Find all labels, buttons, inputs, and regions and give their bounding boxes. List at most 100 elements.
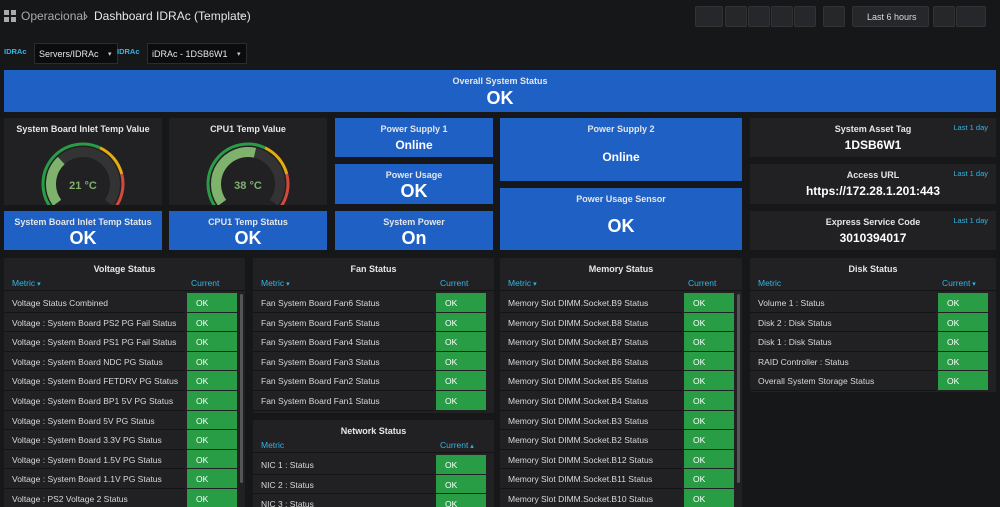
row-separator xyxy=(500,488,682,489)
save-button[interactable] xyxy=(771,6,793,27)
refresh-button[interactable] xyxy=(956,6,986,27)
status-cell: OK xyxy=(938,293,988,312)
header-rule xyxy=(4,290,245,291)
panel-title: Access URL xyxy=(846,170,900,180)
row-separator xyxy=(4,350,185,352)
column-header[interactable]: Metric xyxy=(758,278,782,288)
stat-value: OK xyxy=(607,216,635,236)
variable-select[interactable]: iDRAc - 1DSB6W1 ▾ xyxy=(147,43,247,64)
metric-name: Memory Slot DIMM.Socket.B5 Status xyxy=(508,376,649,387)
status-value: OK xyxy=(196,298,209,308)
column-header[interactable]: Current xyxy=(191,278,220,288)
stat-value: 3010394017 xyxy=(839,230,907,245)
metric-name: Memory Slot DIMM.Socket.B12 Status xyxy=(508,454,654,465)
metric-name: Memory Slot DIMM.Socket.B9 Status xyxy=(508,298,649,308)
metric-name: Voltage : System Board 5V PG Status xyxy=(12,415,155,426)
stat-panel: Power Usage Sensor OK xyxy=(500,188,742,250)
status-cell: OK xyxy=(187,351,237,371)
status-cell: OK xyxy=(187,312,237,332)
row-separator xyxy=(500,350,682,352)
row-separator xyxy=(253,370,434,372)
metric-name: Voltage : System Board 1.5V PG Status xyxy=(12,454,162,465)
metric-name: NIC 3 : Status xyxy=(261,499,314,507)
stat-value: OK xyxy=(486,88,514,108)
sort-arrow: ▴ xyxy=(468,443,474,450)
panel-title: Power Usage xyxy=(385,170,443,180)
column-header[interactable]: Current xyxy=(440,278,469,288)
row-separator xyxy=(4,331,185,333)
stat-value: Online xyxy=(395,137,433,152)
panel-title: CPU1 Temp Status xyxy=(208,217,288,227)
stat-panel: CPU1 Temp Status OK xyxy=(169,211,327,250)
status-value: OK xyxy=(196,317,209,328)
row-separator xyxy=(253,473,434,475)
star-button[interactable] xyxy=(725,6,747,27)
metric-name: Voltage : System Board NDC PG Status xyxy=(12,356,163,367)
status-cell: OK xyxy=(938,312,988,332)
gauge-fill xyxy=(46,156,65,205)
stat-value: OK xyxy=(400,181,428,201)
metric-name: Voltage : System Board 1.1V PG Status xyxy=(12,474,162,485)
time-picker[interactable]: Last 6 hours xyxy=(852,6,929,27)
panel-title: Power Usage Sensor xyxy=(576,194,666,204)
panel-title: CPU1 Temp Value xyxy=(210,124,286,134)
status-cell: OK xyxy=(684,312,734,332)
row-separator xyxy=(750,311,936,313)
panel-title: Fan Status xyxy=(350,264,397,274)
row-separator xyxy=(500,468,682,470)
metric-name: Fan System Board Fan1 Status xyxy=(261,396,380,406)
metric-name: Memory Slot DIMM.Socket.B11 Status xyxy=(508,474,653,485)
gauge-fill xyxy=(211,147,257,205)
metric-name: Memory Slot DIMM.Socket.B3 Status xyxy=(508,415,649,426)
grid-icon[interactable] xyxy=(4,10,16,22)
settings-button[interactable] xyxy=(794,6,816,27)
status-cell: OK xyxy=(436,474,486,494)
scrollbar xyxy=(737,294,740,483)
metric-name: Voltage : System Board FETDRV PG Status xyxy=(12,376,179,387)
status-value: OK xyxy=(445,499,458,507)
row-separator xyxy=(253,493,434,495)
add-panel-button[interactable] xyxy=(695,6,723,27)
stat-panel: Power Supply 2 Online xyxy=(500,118,742,181)
status-value: OK xyxy=(693,415,706,426)
status-value: OK xyxy=(693,298,706,308)
status-value: OK xyxy=(196,415,209,426)
tv-button[interactable] xyxy=(823,6,845,27)
time-badge: Last 1 day xyxy=(953,216,988,225)
metric-name: Voltage Status Combined xyxy=(12,298,108,308)
column-header[interactable]: Current xyxy=(688,278,717,288)
stat-panel: Power Supply 1 Online xyxy=(335,118,493,157)
time-range: Last 6 hours xyxy=(867,12,917,22)
panel-title: Voltage Status xyxy=(93,264,156,274)
dashboard-title[interactable]: Dashboard IDRAc (Template) xyxy=(94,9,251,23)
status-value: OK xyxy=(693,337,706,348)
metric-name: Fan System Board Fan6 Status xyxy=(261,298,380,308)
column-header[interactable]: Metric ▾ xyxy=(261,278,290,288)
table-panel: Fan Status Metric ▾ Current Fan System Boar… xyxy=(253,258,494,413)
status-cell: OK xyxy=(684,371,734,390)
column-header[interactable]: Metric ▾ xyxy=(12,278,41,288)
status-cell: OK xyxy=(187,410,237,430)
share-button[interactable] xyxy=(748,6,770,27)
status-value: OK xyxy=(693,317,706,328)
status-cell: OK xyxy=(436,312,486,332)
threshold-arc xyxy=(99,146,124,175)
variable-select[interactable]: Servers/IDRAc ▾ xyxy=(34,43,118,64)
status-value: OK xyxy=(445,396,458,406)
status-value: OK xyxy=(196,376,209,387)
column-header[interactable]: Metric ▾ xyxy=(508,278,537,288)
column-header[interactable]: Metric xyxy=(261,440,285,450)
status-value: OK xyxy=(947,317,960,328)
column-header[interactable]: Current ▾ xyxy=(942,278,976,288)
row-separator xyxy=(253,331,434,333)
status-cell: OK xyxy=(684,430,734,449)
status-cell: OK xyxy=(436,455,486,474)
zoom-button[interactable] xyxy=(933,6,955,27)
panel-title: Power Supply 2 xyxy=(587,124,655,134)
metric-name: Voltage : System Board BP1 5V PG Status xyxy=(12,396,174,406)
column-header[interactable]: Current ▴ xyxy=(440,440,474,450)
status-value: OK xyxy=(445,479,458,490)
status-value: OK xyxy=(196,396,209,406)
row-separator xyxy=(4,311,185,313)
breadcrumb[interactable]: Operacional xyxy=(21,9,86,23)
